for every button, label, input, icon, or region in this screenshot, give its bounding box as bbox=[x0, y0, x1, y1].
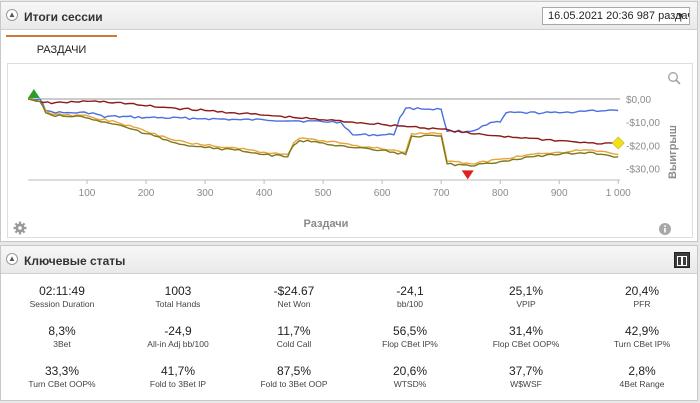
session-panel-header: ▲ Итоги сессии 16.05.2021 20:36 987 разд… bbox=[1, 2, 697, 30]
stat-cell: 1003 Total Hands bbox=[120, 284, 236, 309]
stat-label: Fold to 3Bet OOP bbox=[260, 379, 328, 389]
stat-cell: 33,3% Turn CBet OOP% bbox=[4, 364, 120, 389]
stat-label: Fold to 3Bet IP bbox=[149, 379, 207, 389]
stats-panel: ▲ Ключевые статы 02:11:49 Session Duratio… bbox=[0, 245, 698, 401]
stat-value: 1003 bbox=[164, 284, 192, 298]
gear-icon[interactable] bbox=[13, 221, 27, 235]
stat-cell: 8,3% 3Bet bbox=[4, 324, 120, 349]
x-tick-label: 600 bbox=[374, 188, 391, 199]
stat-value: 20,4% bbox=[624, 284, 660, 298]
stat-value: 25,1% bbox=[508, 284, 544, 298]
stat-cell: 11,7% Cold Call bbox=[236, 324, 352, 349]
stat-value: 42,9% bbox=[624, 324, 660, 338]
y-axis-label: Выигрыш bbox=[667, 125, 679, 179]
stat-cell: 87,5% Fold to 3Bet OOP bbox=[236, 364, 352, 389]
stat-label: Flop CBet IP% bbox=[382, 339, 438, 349]
y-tick-label: -$30,00 bbox=[626, 164, 660, 175]
stat-cell: 02:11:49 Session Duration bbox=[4, 284, 120, 309]
stat-label: Turn CBet IP% bbox=[613, 339, 671, 349]
stat-value: 33,3% bbox=[44, 364, 80, 378]
stat-cell: 41,7% Fold to 3Bet IP bbox=[120, 364, 236, 389]
collapse-up-icon[interactable]: ▲ bbox=[6, 9, 18, 21]
y-tick-label: -$10,00 bbox=[626, 118, 660, 129]
stat-label: bb/100 bbox=[397, 299, 423, 309]
stat-label: 3Bet bbox=[53, 339, 71, 349]
session-graph: 100 200 300 400 500 600 700 800 900 1 000 $0,00 -$… bbox=[27, 88, 679, 230]
stat-value: 02:11:49 bbox=[39, 284, 85, 298]
min-marker bbox=[461, 170, 474, 180]
stat-value: 56,5% bbox=[392, 324, 428, 338]
stat-label: All-in Adj bb/100 bbox=[147, 339, 209, 349]
stats-panel-title: Ключевые статы bbox=[24, 254, 126, 268]
collapse-up-icon[interactable]: ▲ bbox=[6, 253, 18, 265]
stat-label: PFR bbox=[633, 299, 651, 309]
stat-value: -24,1 bbox=[396, 284, 424, 298]
y-tick-label: -$20,00 bbox=[626, 141, 660, 152]
stat-label: Turn CBet OOP% bbox=[28, 379, 96, 389]
tab-hands[interactable]: РАЗДАЧИ bbox=[6, 35, 117, 62]
stats-panel-header: ▲ Ключевые статы bbox=[1, 246, 697, 274]
stat-label: W$WSF bbox=[510, 379, 542, 389]
stat-value: 2,8% bbox=[628, 364, 656, 378]
x-tick-label: 200 bbox=[138, 188, 155, 199]
x-tick-label: 100 bbox=[79, 188, 96, 199]
stat-value: 8,3% bbox=[48, 324, 76, 338]
stat-cell: 42,9% Turn CBet IP% bbox=[584, 324, 700, 349]
chart-area: 100 200 300 400 500 600 700 800 900 1 000 $0,00 -$… bbox=[7, 63, 693, 238]
session-select-value: 16.05.2021 20:36 987 раздач) bbox=[548, 10, 690, 22]
stat-label: Total Hands bbox=[155, 299, 201, 309]
stat-cell: 20,6% WTSD% bbox=[352, 364, 468, 389]
max-marker bbox=[27, 88, 40, 98]
stat-cell: 31,4% Flop CBet OOP% bbox=[468, 324, 584, 349]
stat-value: 31,4% bbox=[508, 324, 544, 338]
chevron-down-icon: ▼ bbox=[676, 11, 685, 21]
x-tick-label: 1 000 bbox=[606, 188, 631, 199]
x-tick-label: 400 bbox=[256, 188, 273, 199]
zoom-icon[interactable] bbox=[667, 71, 681, 85]
stat-value: 37,7% bbox=[508, 364, 544, 378]
session-select[interactable]: 16.05.2021 20:36 987 раздач) ▼ bbox=[542, 7, 690, 25]
last-point-marker bbox=[611, 136, 625, 150]
y-tick-label: $0,00 bbox=[626, 95, 651, 106]
stat-label: 4Bet Range bbox=[619, 379, 665, 389]
stat-label: VPIP bbox=[516, 299, 536, 309]
session-panel: ▲ Итоги сессии 16.05.2021 20:36 987 разд… bbox=[0, 1, 698, 242]
series-line bbox=[27, 98, 619, 137]
stat-cell: -24,1 bb/100 bbox=[352, 284, 468, 309]
x-tick-label: 300 bbox=[197, 188, 214, 199]
stat-value: 20,6% bbox=[392, 364, 428, 378]
stat-label: Net Won bbox=[277, 299, 311, 309]
series-line bbox=[27, 98, 619, 167]
stat-cell: 56,5% Flop CBet IP% bbox=[352, 324, 468, 349]
stat-cell: 25,1% VPIP bbox=[468, 284, 584, 309]
stat-cell: 2,8% 4Bet Range bbox=[584, 364, 700, 389]
stat-cell: -24,9 All-in Adj bb/100 bbox=[120, 324, 236, 349]
info-icon[interactable] bbox=[658, 222, 672, 236]
stat-value: 87,5% bbox=[276, 364, 312, 378]
stat-label: WTSD% bbox=[393, 379, 427, 389]
series-line bbox=[27, 98, 619, 145]
stat-cell: 37,7% W$WSF bbox=[468, 364, 584, 389]
stat-value: 41,7% bbox=[160, 364, 196, 378]
x-tick-label: 800 bbox=[492, 188, 509, 199]
stat-label: Cold Call bbox=[276, 339, 312, 349]
stat-label: Flop CBet OOP% bbox=[492, 339, 560, 349]
stat-value: 11,7% bbox=[277, 324, 311, 338]
x-tick-label: 900 bbox=[551, 188, 568, 199]
stat-value: -24,9 bbox=[164, 324, 192, 338]
stat-cell: 20,4% PFR bbox=[584, 284, 700, 309]
stat-value: -$24.67 bbox=[273, 284, 315, 298]
x-tick-label: 500 bbox=[315, 188, 332, 199]
stat-label: Session Duration bbox=[29, 299, 95, 309]
series-line bbox=[27, 98, 619, 165]
x-axis-label: Раздачи bbox=[304, 218, 349, 230]
stat-cell: -$24.67 Net Won bbox=[236, 284, 352, 309]
x-tick-label: 700 bbox=[433, 188, 450, 199]
columns-layout-icon[interactable] bbox=[674, 252, 690, 268]
session-panel-title: Итоги сессии bbox=[24, 10, 103, 24]
